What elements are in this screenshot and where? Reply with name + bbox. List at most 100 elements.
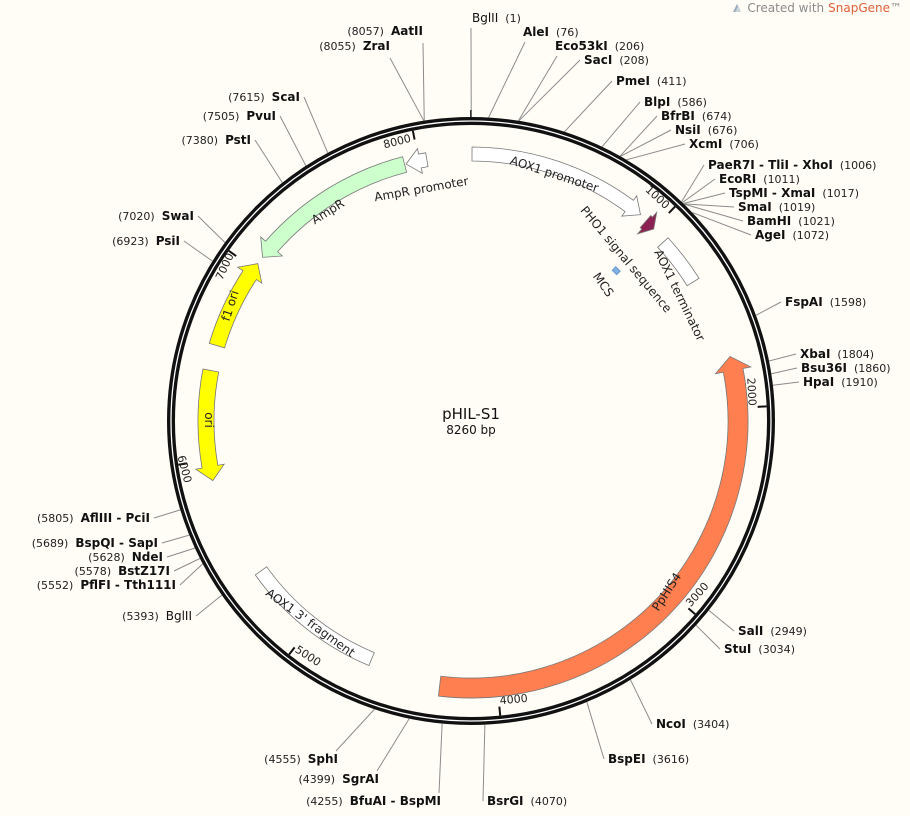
enzyme-site[interactable]: NsiI (676) [675, 123, 737, 137]
enzyme-name[interactable]: NcoI [656, 717, 686, 731]
enzyme-name[interactable]: XcmI [689, 137, 722, 151]
feature-ampr[interactable] [260, 156, 408, 258]
enzyme-site[interactable]: XcmI (706) [689, 137, 759, 151]
enzyme-site[interactable]: SacI (208) [584, 53, 649, 67]
enzyme-site[interactable]: TspMI - XmaI (1017) [729, 186, 859, 200]
enzyme-name[interactable]: BsrGI [487, 794, 524, 808]
enzyme-name[interactable]: SalI [738, 624, 763, 638]
enzyme-name[interactable]: PaeR7I - TliI - XhoI [708, 158, 833, 172]
enzyme-site[interactable]: PmeI (411) [616, 74, 687, 88]
enzyme-name[interactable]: TspMI - XmaI [729, 186, 815, 200]
enzyme-name[interactable]: BfrBI [661, 109, 695, 123]
enzyme-site[interactable]: SalI (2949) [738, 624, 807, 638]
spacer [830, 348, 837, 361]
enzyme-site[interactable]: BspEI (3616) [608, 752, 689, 766]
enzyme-name[interactable]: NdeI [132, 550, 163, 564]
enzyme-site[interactable]: BlpI (586) [644, 95, 707, 109]
enzyme-name[interactable]: AgeI [755, 228, 785, 242]
feature-ori[interactable] [194, 368, 226, 482]
enzyme-site[interactable]: (4555) SphI [264, 752, 338, 766]
enzyme-name[interactable]: NsiI [675, 123, 701, 137]
enzyme-site[interactable]: (7615) ScaI [228, 90, 300, 104]
enzyme-name[interactable]: BlpI [644, 95, 670, 109]
enzyme-site[interactable]: (5805) AflIII - PciI [37, 511, 150, 525]
enzyme-site[interactable]: AleI (76) [523, 25, 579, 39]
enzyme-name[interactable]: AleI [523, 25, 549, 39]
enzyme-name[interactable]: AatII [391, 24, 423, 38]
enzyme-site[interactable]: (8057) AatII [347, 24, 423, 38]
enzyme-site[interactable]: HpaI (1910) [803, 375, 878, 389]
enzyme-site[interactable]: (7020) SwaI [118, 209, 194, 223]
enzyme-name[interactable]: SmaI [738, 200, 772, 214]
enzyme-name[interactable]: PstI [225, 133, 251, 147]
enzyme-site[interactable]: Eco53kI (206) [555, 39, 644, 53]
enzyme-name[interactable]: SwaI [162, 209, 194, 223]
enzyme-site[interactable]: SmaI (1019) [738, 200, 815, 214]
enzyme-name[interactable]: PsiI [156, 234, 180, 248]
enzyme-site[interactable]: FspAI (1598) [785, 295, 866, 309]
enzyme-position-value: 6923 [116, 235, 144, 248]
feature-f1-ori[interactable] [208, 263, 263, 349]
enzyme-name[interactable]: PmeI [616, 74, 650, 88]
enzyme-site[interactable]: BfrBI (674) [661, 109, 732, 123]
enzyme-name[interactable]: ZraI [363, 39, 390, 53]
enzyme-name[interactable]: HpaI [803, 375, 834, 389]
enzyme-name[interactable]: XbaI [800, 347, 830, 361]
enzyme-site[interactable]: PaeR7I - TliI - XhoI (1006) [708, 158, 876, 172]
enzyme-name[interactable]: Eco53kI [555, 39, 608, 53]
enzyme-name[interactable]: StuI [724, 642, 751, 656]
enzyme-site[interactable]: (6923) PsiI [112, 234, 180, 248]
enzyme-site[interactable]: (5552) PflFI - Tth111I [37, 578, 176, 592]
enzyme-name[interactable]: EcoRI [719, 172, 756, 186]
enzyme-site[interactable]: BsrGI (4070) [487, 794, 567, 808]
enzyme-site[interactable]: (7380) PstI [181, 133, 251, 147]
enzyme-site[interactable]: (4399) SgrAI [299, 772, 380, 786]
enzyme-site[interactable]: EcoRI (1011) [719, 172, 800, 186]
enzyme-site[interactable]: (7505) PvuI [203, 109, 276, 123]
enzyme-name[interactable]: SacI [584, 53, 612, 67]
feature-pho1-signal-sequence[interactable] [636, 210, 658, 235]
enzyme-leader-line [197, 215, 226, 243]
enzyme-site[interactable]: (5628) NdeI [88, 550, 163, 564]
enzyme-site[interactable]: AgeI (1072) [755, 228, 829, 242]
enzyme-name[interactable]: PvuI [246, 109, 276, 123]
enzyme-site[interactable]: (4255) BfuAI - BspMI [306, 794, 441, 808]
feature-ampr-promoter[interactable] [405, 147, 429, 175]
feature-label[interactable]: ori [202, 412, 216, 428]
snapgene-credit[interactable]: Created with SnapGene ™ [731, 1, 902, 15]
enzyme-site[interactable]: (5393) BglII [122, 609, 192, 623]
enzyme-leader-line [626, 143, 686, 161]
enzyme-name[interactable]: SgrAI [342, 772, 379, 786]
feature-aox1-3-fragment[interactable] [254, 566, 375, 667]
feature-label[interactable]: MCS [590, 270, 617, 300]
enzyme-name[interactable]: BfuAI - BspMI [350, 794, 441, 808]
feature-mcs[interactable] [611, 266, 621, 276]
enzyme-name[interactable]: FspAI [785, 295, 823, 309]
enzyme-site[interactable]: NcoI (3404) [656, 717, 729, 731]
feature-aox1-terminator[interactable] [657, 237, 700, 287]
enzyme-name[interactable]: PflFI - Tth111I [80, 578, 176, 592]
feature-pphis4[interactable] [437, 355, 753, 699]
enzyme-site[interactable]: Bsu36I (1860) [801, 361, 891, 375]
feature-aox1-promoter[interactable] [471, 146, 641, 217]
enzyme-site[interactable]: XbaI (1804) [800, 347, 874, 361]
enzyme-site[interactable]: (5578) BstZ17I [75, 564, 170, 578]
enzyme-name[interactable]: BglII [166, 609, 192, 623]
enzyme-name[interactable]: BstZ17I [118, 564, 170, 578]
enzyme-name[interactable]: AflIII - PciI [81, 511, 150, 525]
enzyme-name[interactable]: ScaI [272, 90, 300, 104]
enzyme-leader-line [376, 718, 410, 772]
enzyme-name[interactable]: BspQI - SapI [75, 536, 158, 550]
enzyme-site[interactable]: (8055) ZraI [319, 39, 390, 53]
enzyme-site[interactable]: BamHI (1021) [747, 214, 835, 228]
enzyme-name[interactable]: SphI [308, 752, 338, 766]
enzyme-site[interactable]: BglII (1) [472, 11, 521, 25]
enzyme-name[interactable]: BglII [472, 11, 498, 25]
enzyme-name[interactable]: BspEI [608, 752, 646, 766]
enzyme-site[interactable]: (5689) BspQI - SapI [32, 536, 158, 550]
enzyme-site[interactable]: StuI (3034) [724, 642, 795, 656]
enzyme-name[interactable]: Bsu36I [801, 361, 847, 375]
enzyme-leader-line [692, 212, 752, 236]
enzyme-name[interactable]: BamHI [747, 214, 791, 228]
feature-label[interactable]: AmpR promoter [373, 174, 469, 204]
